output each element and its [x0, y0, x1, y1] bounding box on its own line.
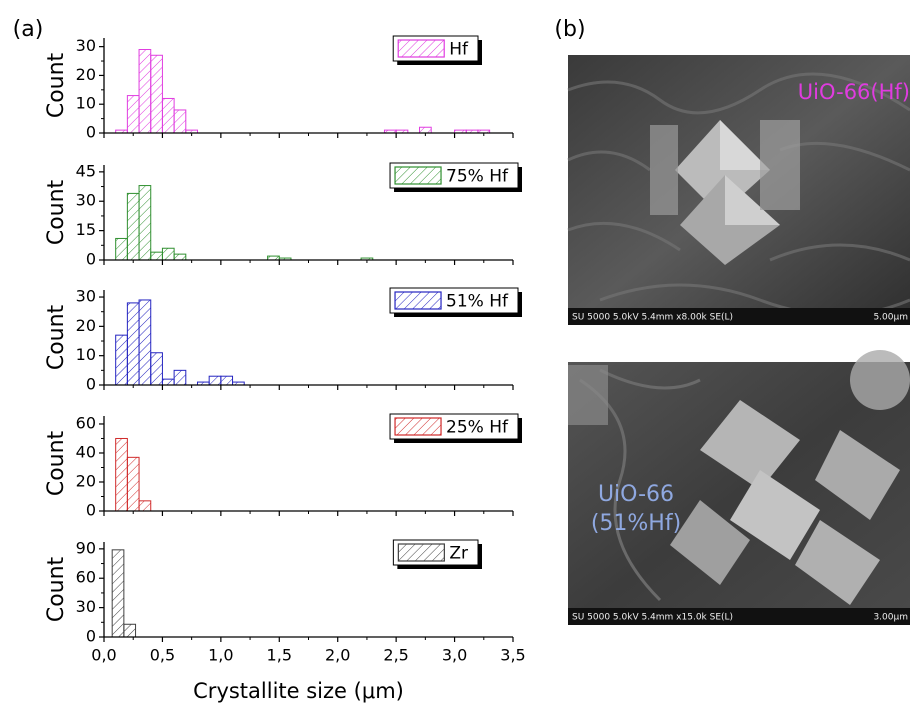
y-axis-label: Count [44, 430, 69, 496]
legend-label: Hf [449, 40, 469, 60]
image-info: SU 5000 5.0kV 5.4mm x15.0k SE(L) [572, 613, 733, 623]
bar [126, 456, 140, 512]
legend-label: 51% Hf [446, 292, 509, 312]
legend: Hf [392, 35, 482, 65]
panel-label: (b) [554, 17, 585, 42]
sem-image: SU 5000 5.0kV 5.4mm x15.0k SE(L) 3.00μm … [568, 350, 910, 625]
image-scale: 5.00μm [873, 313, 908, 323]
legend-swatch [394, 291, 442, 310]
image-label: UiO-66 [598, 482, 674, 507]
legend-label: Zr [449, 544, 468, 564]
bar [161, 247, 175, 261]
image-label: (51%Hf) [591, 511, 681, 536]
y-tick-label: 30 [76, 287, 96, 306]
legend: 51% Hf [389, 287, 522, 317]
bar [115, 334, 128, 386]
image-info: SU 5000 5.0kV 5.4mm x8.00k SE(L) [572, 313, 733, 323]
y-tick-label: 0 [86, 250, 96, 269]
bar [126, 95, 140, 134]
sem-image: SU 5000 5.0kV 5.4mm x8.00k SE(L) 5.00μm … [567, 55, 910, 325]
image-label: UiO-66(Hf) [798, 80, 910, 104]
bar [138, 299, 152, 386]
bar [138, 185, 152, 261]
x-tick-label: 2,0 [325, 646, 350, 665]
x-tick-label: 3,5 [500, 646, 525, 665]
bar [138, 500, 152, 512]
y-tick-label: 60 [76, 413, 96, 432]
y-tick-label: 0 [86, 627, 96, 646]
y-tick-label: 20 [76, 316, 96, 335]
legend-swatch [397, 543, 445, 562]
legend: Zr [392, 539, 482, 569]
legend-label: 25% Hf [446, 418, 509, 438]
y-tick-label: 45 [76, 161, 96, 180]
bar [150, 352, 163, 386]
legend-swatch [394, 417, 442, 436]
bar [419, 126, 432, 134]
bar [150, 251, 163, 261]
bar [115, 437, 128, 512]
bar [173, 253, 187, 261]
y-tick-label: 0 [86, 501, 96, 520]
y-axis-label: Count [44, 304, 69, 370]
bar [126, 192, 140, 261]
y-tick-label: 10 [76, 345, 96, 364]
bar [126, 302, 140, 386]
bar [208, 375, 222, 386]
legend: 75% Hf [389, 162, 522, 192]
y-tick-label: 30 [76, 191, 96, 210]
bar [150, 54, 163, 134]
y-tick-label: 90 [76, 538, 96, 557]
bar [111, 549, 125, 638]
bar [161, 378, 175, 386]
x-tick-label: 0,5 [150, 646, 175, 665]
x-axis-label: Crystallite size (μm) [193, 679, 404, 703]
x-tick-label: 1,5 [267, 646, 292, 665]
bar [123, 623, 137, 638]
y-tick-label: 10 [76, 94, 96, 113]
x-tick-label: 2,5 [383, 646, 408, 665]
bar [173, 109, 187, 134]
y-axis-label: Count [44, 556, 69, 622]
y-tick-label: 20 [76, 65, 96, 84]
bar [173, 369, 187, 386]
image-scale: 3.00μm [873, 613, 908, 623]
legend-swatch [397, 39, 445, 58]
y-tick-label: 40 [76, 442, 96, 461]
x-tick-label: 1,0 [208, 646, 233, 665]
x-tick-label: 0,0 [91, 646, 116, 665]
bar [161, 97, 175, 134]
bar [115, 237, 128, 261]
y-tick-label: 15 [76, 220, 96, 239]
legend-label: 75% Hf [446, 167, 509, 187]
bar [220, 375, 234, 386]
y-axis-label: Count [44, 52, 69, 118]
y-axis-label: Count [44, 179, 69, 245]
legend-swatch [394, 166, 442, 185]
y-tick-label: 0 [86, 123, 96, 142]
y-tick-label: 60 [76, 568, 96, 587]
y-tick-label: 20 [76, 471, 96, 490]
y-tick-label: 30 [76, 597, 96, 616]
legend: 25% Hf [389, 413, 522, 443]
y-tick-label: 30 [76, 36, 96, 55]
panel-label: (a) [13, 17, 44, 42]
bar [138, 49, 152, 134]
x-tick-label: 3,0 [442, 646, 467, 665]
y-tick-label: 0 [86, 375, 96, 394]
